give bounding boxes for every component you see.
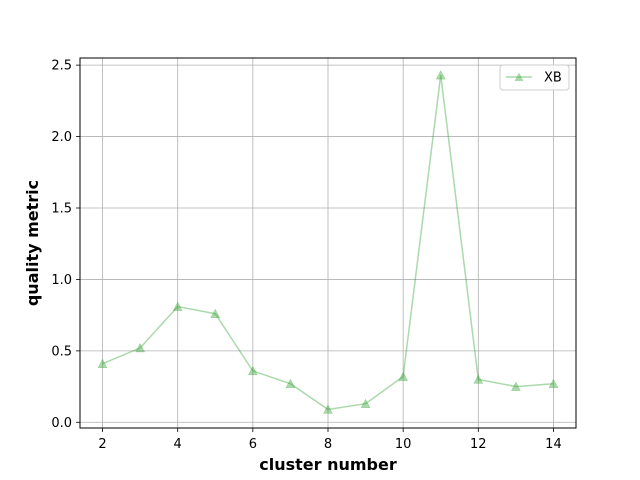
data-point-marker — [210, 308, 221, 318]
data-point-marker — [135, 342, 146, 353]
x-tick-label: 2 — [98, 437, 106, 452]
y-axis-label: quality metric — [23, 180, 42, 306]
data-point-marker — [285, 378, 296, 388]
data-point-marker — [510, 381, 521, 391]
x-tick-label: 8 — [324, 437, 332, 452]
legend-box — [499, 64, 570, 91]
x-tick-label: 6 — [249, 437, 257, 452]
series-line-xb — [102, 75, 554, 411]
x-axis-ticks: 2 4 6 8 10 12 14 — [98, 428, 562, 452]
y-tick-label: 1.0 — [51, 273, 72, 288]
data-point-marker — [97, 358, 108, 368]
data-point-marker — [172, 301, 183, 311]
y-tick-label: 0.5 — [51, 344, 72, 359]
x-tick-label: 4 — [174, 437, 182, 452]
series-layer — [97, 70, 559, 414]
data-point-marker — [548, 378, 559, 388]
data-point-marker — [473, 374, 484, 384]
legend: XB — [499, 64, 570, 91]
y-tick-label: 2.0 — [51, 130, 72, 145]
y-tick-label: 0.0 — [51, 416, 72, 431]
x-tick-label: 14 — [545, 437, 562, 452]
y-tick-label: 1.5 — [51, 202, 72, 217]
data-point-marker — [398, 371, 409, 381]
x-axis-label: cluster number — [259, 455, 397, 474]
y-axis-ticks: 0.0 0.5 1.0 1.5 2.0 2.5 — [51, 59, 80, 431]
data-point-marker — [435, 70, 446, 80]
grid-lines — [80, 58, 576, 428]
x-tick-label: 10 — [395, 437, 412, 452]
legend-marker-xb — [514, 72, 524, 81]
data-point-marker — [247, 365, 258, 376]
legend-label-xb: XB — [544, 71, 562, 86]
data-point-marker — [323, 404, 333, 414]
x-tick-label: 12 — [470, 437, 487, 452]
y-tick-label: 2.5 — [51, 59, 72, 74]
data-point-marker — [360, 398, 371, 408]
